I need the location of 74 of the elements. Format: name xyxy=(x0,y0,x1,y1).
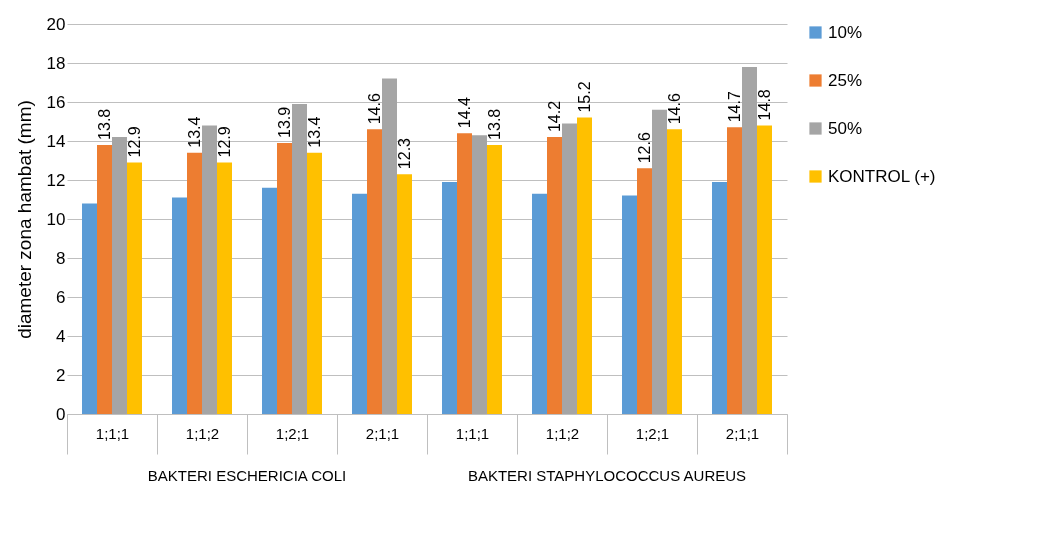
y-tick-label: 18 xyxy=(46,53,66,73)
data-label: 14.6 xyxy=(365,93,383,125)
bar xyxy=(112,137,127,414)
data-label: 14.2 xyxy=(545,100,563,133)
bar xyxy=(277,142,292,414)
bar xyxy=(622,195,637,414)
data-label: 14.7 xyxy=(725,91,743,123)
x-tick-label: 2;1;1 xyxy=(365,424,400,442)
bar xyxy=(352,193,367,414)
bar xyxy=(262,187,277,414)
bar xyxy=(292,103,307,414)
y-axis-title: diameter zona hambat (mm) xyxy=(13,100,35,339)
y-tick-label: 16 xyxy=(46,92,66,112)
data-label: 13.8 xyxy=(485,108,503,140)
bar xyxy=(202,125,217,414)
x-tick-label: 1;1;2 xyxy=(185,424,220,442)
x-tick-label: 1;2;1 xyxy=(635,424,670,442)
bar xyxy=(187,152,202,414)
data-label: 13.4 xyxy=(185,116,203,148)
y-tick-label: 8 xyxy=(56,248,66,268)
bar xyxy=(562,123,577,414)
x-tick-label: 1;1;1 xyxy=(95,424,130,442)
bar xyxy=(652,109,667,414)
bar xyxy=(172,197,187,414)
x-tick-label: 2;1;1 xyxy=(725,424,760,442)
bar xyxy=(547,137,562,414)
bar xyxy=(487,144,502,414)
bar xyxy=(397,174,412,414)
data-label: 15.2 xyxy=(575,81,593,113)
bar xyxy=(367,129,382,414)
data-label: 12.9 xyxy=(215,126,233,158)
bar xyxy=(457,133,472,414)
bar xyxy=(382,78,397,414)
y-tick-label: 2 xyxy=(56,365,66,385)
y-tick-label: 14 xyxy=(46,131,66,151)
bar xyxy=(307,152,322,414)
bar xyxy=(637,168,652,414)
bar xyxy=(577,117,592,414)
data-label: 13.4 xyxy=(305,116,323,148)
bar xyxy=(757,125,772,414)
y-tick-label: 6 xyxy=(56,287,66,307)
legend-label: 50% xyxy=(828,118,863,138)
data-label: 14.6 xyxy=(665,93,683,125)
bar xyxy=(472,135,487,414)
bar xyxy=(742,66,757,414)
x-tick-label: 1;2;1 xyxy=(275,424,310,442)
data-label: 12.6 xyxy=(635,132,653,164)
bar xyxy=(127,162,142,414)
y-tick-label: 0 xyxy=(56,404,66,424)
text: BAKTERI ESCHERICIA COLI xyxy=(147,467,347,484)
legend-label: 25% xyxy=(828,70,863,90)
bar xyxy=(712,181,727,414)
bar xyxy=(442,181,457,414)
bar xyxy=(727,127,742,414)
y-tick-label: 4 xyxy=(56,326,66,346)
y-tick-label: 10 xyxy=(46,209,66,229)
data-label: 12.3 xyxy=(395,137,413,170)
data-label: 13.8 xyxy=(95,108,113,140)
bar xyxy=(667,129,682,414)
y-tick-label: 20 xyxy=(46,14,66,34)
legend-label: 10% xyxy=(828,22,863,42)
legend-label: KONTROL (+) xyxy=(828,166,936,186)
data-label: 13.9 xyxy=(275,106,293,138)
bar xyxy=(82,203,97,414)
data-label: 14.8 xyxy=(755,89,773,121)
data-label: 12.9 xyxy=(125,126,143,158)
bar xyxy=(97,144,112,414)
y-tick-label: 12 xyxy=(46,170,66,190)
x-tick-label: 1;1;1 xyxy=(455,424,490,442)
bar xyxy=(217,162,232,414)
bar xyxy=(532,193,547,414)
data-label: 14.4 xyxy=(455,96,473,129)
text: BAKTERI STAPHYLOCOCCUS AUREUS xyxy=(467,467,747,484)
x-tick-label: 1;1;2 xyxy=(545,424,580,442)
